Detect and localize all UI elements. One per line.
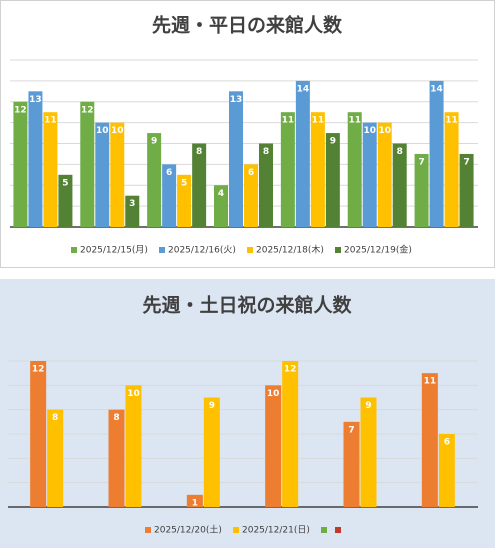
data-label: 9 (151, 137, 157, 147)
legend-label: 2025/12/21(日) (242, 525, 310, 536)
data-label: 11 (44, 116, 57, 126)
data-label: 11 (348, 116, 361, 126)
bar (47, 409, 64, 507)
bar (325, 133, 340, 227)
legend-label: 2025/12/15(月) (80, 245, 148, 256)
bar (58, 174, 73, 227)
data-label: 11 (312, 116, 325, 126)
legend-swatch (159, 247, 165, 253)
legend-swatch (321, 527, 327, 533)
data-label: 8 (397, 147, 403, 157)
data-label: 11 (445, 116, 458, 126)
bar (347, 112, 362, 227)
bar (282, 361, 299, 507)
data-label: 12 (32, 365, 45, 375)
legend-label: 2025/12/18(木) (256, 244, 324, 256)
legend-label: 2025/12/16(火) (168, 245, 236, 256)
data-label: 10 (363, 126, 376, 136)
data-label: 6 (166, 168, 172, 178)
bar (30, 361, 47, 507)
bar (125, 195, 140, 227)
bar (377, 122, 392, 227)
bar (244, 164, 258, 227)
legend-swatch (335, 247, 341, 253)
data-label: 13 (29, 95, 42, 105)
bar (392, 143, 407, 227)
bar (444, 112, 459, 227)
data-label: 8 (196, 147, 202, 157)
data-label: 3 (129, 199, 135, 209)
bar (186, 494, 203, 507)
data-label: 12 (81, 105, 94, 115)
data-label: 4 (218, 189, 224, 199)
data-label: 6 (248, 168, 254, 178)
data-label: 6 (444, 438, 450, 448)
data-label: 5 (62, 178, 68, 188)
data-label: 9 (330, 137, 336, 147)
bar (43, 112, 58, 227)
bar (429, 80, 444, 227)
data-label: 5 (181, 178, 187, 188)
bar (343, 421, 360, 507)
bar (259, 143, 273, 227)
data-label: 8 (263, 147, 269, 157)
legend-label: 2025/12/19(金) (344, 244, 412, 256)
bar (362, 122, 377, 227)
data-label: 9 (365, 401, 371, 411)
data-label: 10 (96, 126, 109, 136)
data-label: 10 (267, 389, 280, 399)
data-label: 7 (348, 425, 354, 435)
bar (421, 373, 438, 507)
data-label: 10 (127, 389, 140, 399)
data-label: 12 (14, 105, 27, 115)
bar (280, 112, 295, 227)
legend-swatch (233, 527, 239, 533)
bar (310, 112, 325, 227)
bar (459, 153, 474, 227)
data-label: 1 (192, 498, 198, 508)
data-label: 12 (284, 365, 297, 375)
bar (162, 164, 177, 227)
data-label: 10 (111, 126, 124, 136)
data-label: 7 (418, 157, 424, 167)
bar (438, 434, 455, 507)
legend-label: 2025/12/20(土) (154, 524, 222, 536)
bar (214, 185, 228, 227)
data-label: 8 (52, 413, 58, 423)
data-label: 9 (209, 401, 215, 411)
bar (203, 397, 220, 507)
legend-swatch (145, 527, 151, 533)
data-label: 10 (378, 126, 391, 136)
data-label: 14 (430, 84, 443, 94)
data-label: 14 (297, 84, 310, 94)
bar (229, 91, 243, 227)
bar (265, 385, 282, 507)
bar (95, 122, 110, 227)
bar (295, 80, 310, 227)
legend-swatch (71, 247, 77, 253)
data-label: 11 (282, 116, 295, 126)
bar (414, 153, 429, 227)
bar (110, 122, 125, 227)
chart-title: 先週・土日祝の来館人数 (142, 294, 352, 317)
bar (125, 385, 142, 507)
legend-swatch (335, 527, 341, 533)
chart-title: 先週・平日の来館人数 (152, 14, 343, 37)
bar (360, 397, 377, 507)
data-label: 11 (424, 377, 437, 387)
panel-weekend (0, 279, 495, 548)
bar (13, 101, 28, 227)
legend-swatch (247, 247, 253, 253)
bar (177, 174, 192, 227)
data-label: 13 (230, 95, 243, 105)
bar (28, 91, 43, 227)
bar (108, 409, 125, 507)
bar (192, 143, 207, 227)
data-label: 7 (463, 157, 469, 167)
bar (147, 133, 162, 227)
data-label: 8 (113, 413, 119, 423)
bar (80, 101, 95, 227)
